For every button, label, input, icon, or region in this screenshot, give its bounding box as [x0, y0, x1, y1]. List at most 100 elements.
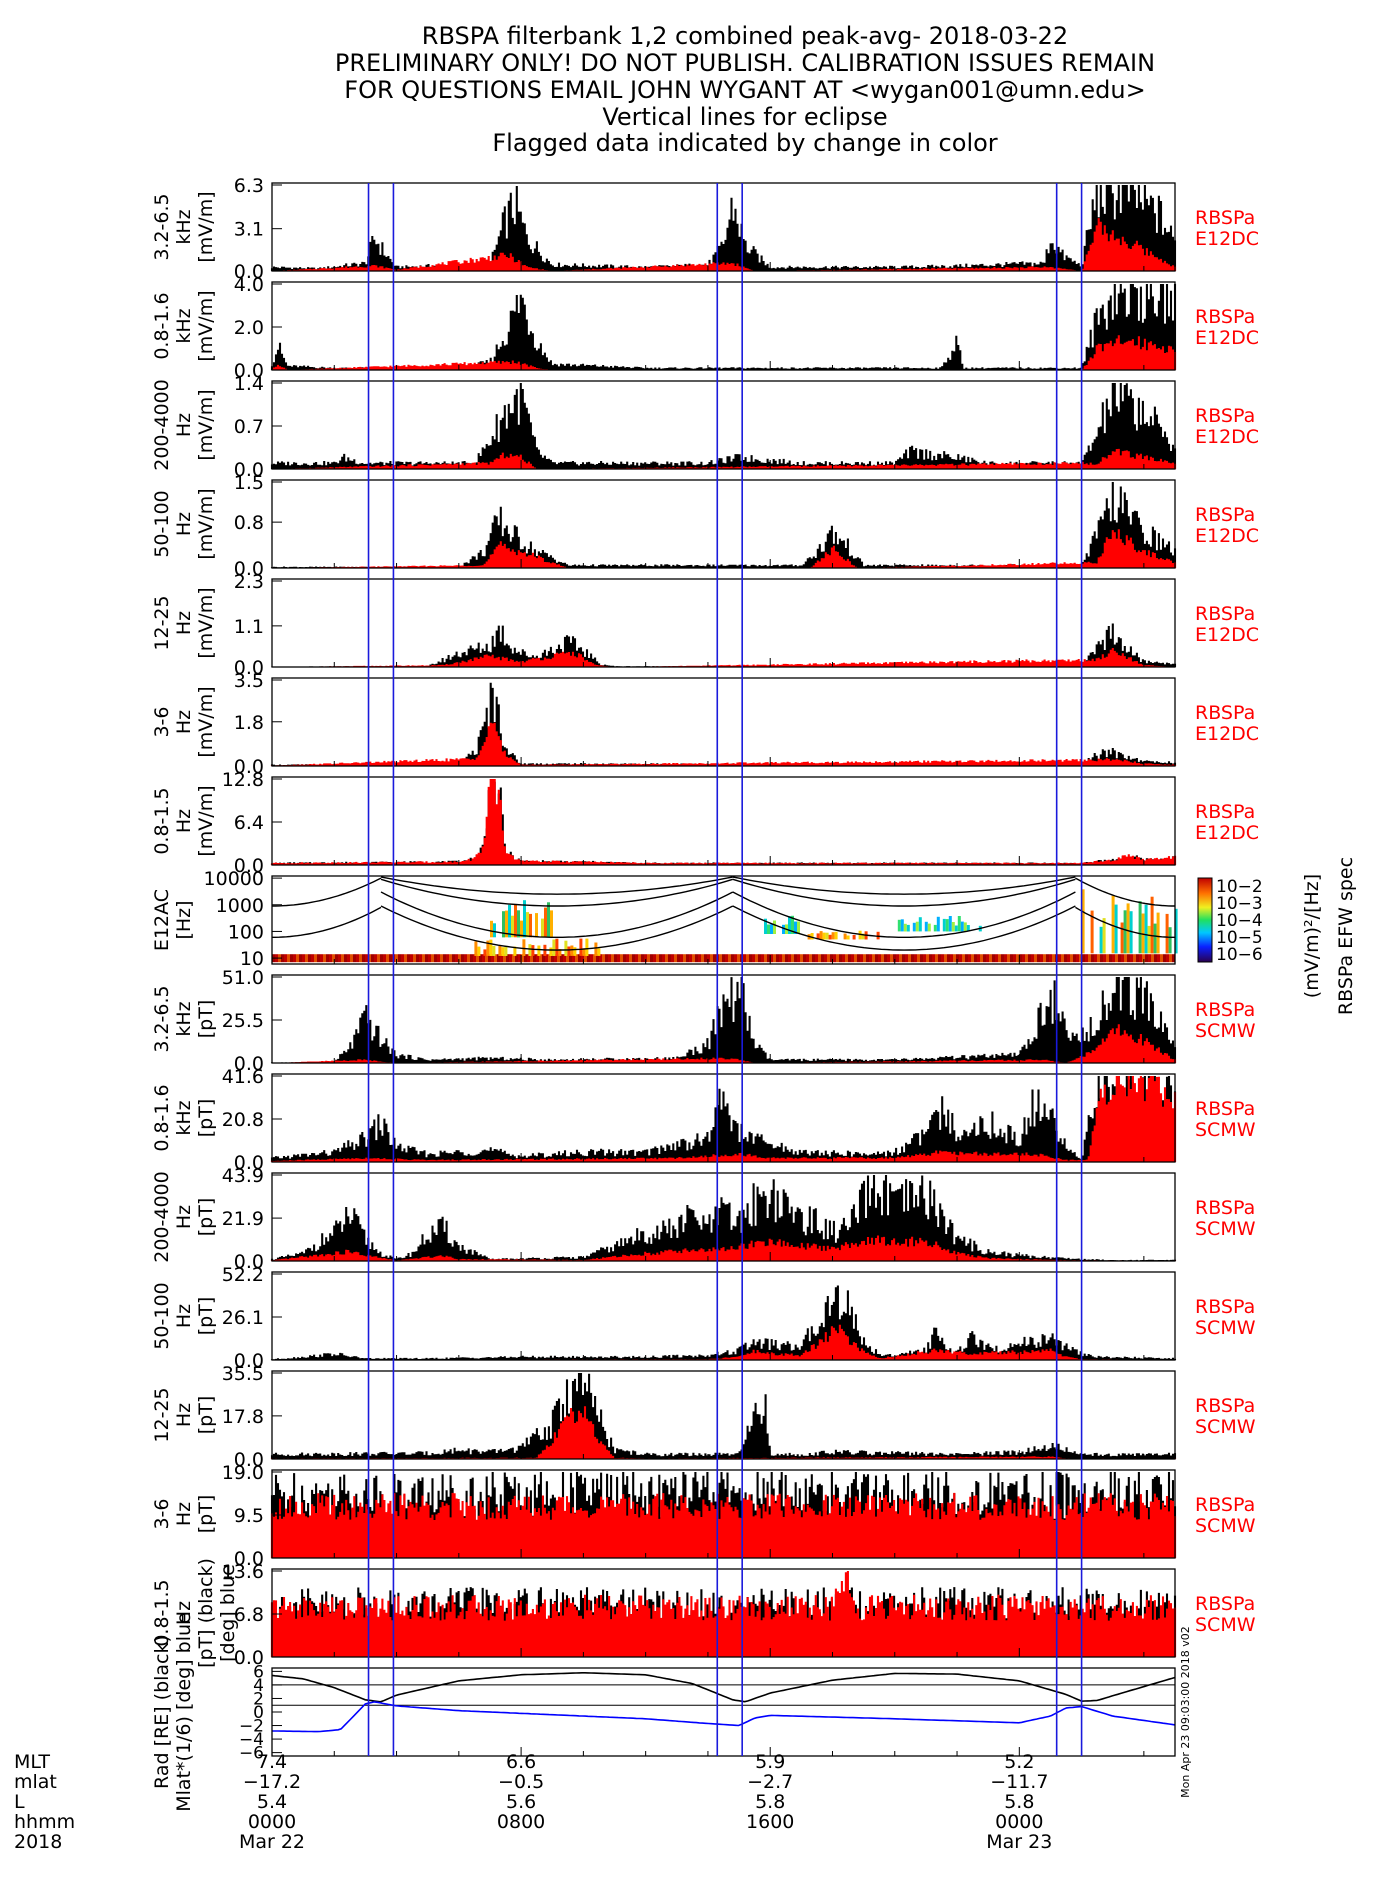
spectral-cell: [650, 954, 653, 963]
colorbar-tick-label: 10−6: [1216, 945, 1263, 965]
spectral-cell: [467, 954, 470, 963]
spectral-cell: [311, 954, 314, 963]
y-tick-label: 0.0: [234, 360, 264, 382]
spectral-cell: [504, 945, 508, 956]
spectral-cell: [951, 922, 955, 932]
spectral-cell: [1157, 954, 1160, 963]
spectral-cell: [446, 954, 449, 963]
spectral-cell: [1112, 954, 1115, 963]
x-tick-label: Mar 22: [239, 1831, 305, 1853]
spectral-cell: [638, 954, 641, 963]
spectral-cell: [531, 945, 535, 956]
spectral-cell: [549, 947, 553, 956]
spectral-cell: [815, 954, 818, 963]
spectral-cell: [963, 922, 967, 932]
tag-spacecraft: RBSPa: [1195, 1494, 1255, 1516]
tag-instrument: E12DC: [1195, 426, 1259, 448]
spectral-cell: [1079, 954, 1082, 963]
spectral-cell: [1151, 954, 1154, 963]
eclipse-markers: [367, 183, 1083, 1756]
spectral-cell: [956, 954, 959, 963]
spectral-cell: [1163, 954, 1166, 963]
spectral-cell: [791, 915, 794, 934]
spectral-cell: [502, 911, 505, 938]
spectral-cell: [514, 904, 517, 938]
y-axis-title: 0.8-1.6 kHz [mV/m]: [151, 290, 217, 361]
y-tick-label: 6.8: [234, 1604, 264, 1626]
spectral-cell: [632, 954, 635, 963]
spectral-cell: [1129, 911, 1133, 954]
tag-spacecraft: RBSPa: [1195, 405, 1255, 427]
spectral-cell: [500, 954, 503, 963]
y-axis-title: 0.8-1.5 Hz [pT] (black) [deg] blue: [151, 1558, 239, 1668]
spectral-cell: [1147, 925, 1151, 954]
spectral-cell: [674, 954, 677, 963]
spectral-cell: [585, 938, 589, 956]
spectral-cell: [995, 954, 998, 963]
spectral-cell: [326, 954, 329, 963]
spectral-cell: [746, 954, 749, 963]
y-axis-title: 12-25 Hz [mV/m]: [151, 587, 217, 658]
y-tick-label: 10: [240, 948, 264, 970]
x-tick-label: 0800: [497, 1811, 545, 1833]
y-tick-label: 100: [228, 921, 264, 943]
spectral-cell: [884, 954, 887, 963]
y-axis-title-line: 0.8-1.5: [151, 787, 173, 854]
spectral-cell: [428, 954, 431, 963]
spectral-cell: [692, 954, 695, 963]
figure-title: RBSPA filterbank 1,2 combined peak-avg- …: [335, 22, 1155, 157]
spectral-cell: [911, 954, 914, 963]
spectral-cell: [1022, 954, 1025, 963]
spectral-cell: [1025, 954, 1028, 963]
spectral-cell: [371, 954, 374, 963]
panel-frame: [271, 1469, 1176, 1559]
spectral-cell: [860, 954, 863, 963]
spectral-cell: [515, 954, 518, 963]
spectral-cell: [848, 954, 851, 963]
y-axis-title-line: kHz: [173, 308, 195, 343]
tag-spacecraft: RBSPa: [1195, 702, 1255, 724]
spectral-cell: [830, 954, 833, 963]
spectral-cell: [344, 954, 347, 963]
spectral-cell: [474, 941, 478, 956]
y-axis-title-line: kHz: [173, 209, 195, 244]
spectral-cell: [479, 954, 482, 963]
colorbar-unit-label: (mV/m)²/[Hz]: [1301, 874, 1323, 998]
spectral-cell: [395, 954, 398, 963]
spectral-cell: [881, 954, 884, 963]
panel-background: [272, 777, 1175, 865]
y-axis-title-line: [pT] (black): [195, 1558, 217, 1668]
spectral-cell: [368, 954, 371, 963]
fce-curve: [1075, 877, 1175, 907]
panel-background: [272, 1371, 1175, 1459]
spectral-cell: [1010, 954, 1013, 963]
spectral-cell: [443, 954, 446, 963]
spectral-cell: [578, 954, 581, 963]
y-axis-title-line: [pT]: [195, 1198, 217, 1237]
spectral-cell: [662, 954, 665, 963]
tag-spacecraft: RBSPa: [1195, 1395, 1255, 1417]
spectral-cell: [461, 954, 464, 963]
spectral-cell: [419, 954, 422, 963]
spectral-feature: [272, 954, 1175, 963]
y-tick-label: 25.5: [222, 1010, 264, 1032]
x-tick-label: 5.8: [755, 1791, 785, 1813]
title-line-1: RBSPA filterbank 1,2 combined peak-avg- …: [422, 22, 1068, 50]
y-tick-label: 2: [253, 1689, 264, 1709]
spectral-cell: [1174, 908, 1178, 954]
spectral-cell: [458, 954, 461, 963]
y-axis-title: 50-100 Hz [mV/m]: [151, 488, 217, 559]
spectral-cell: [489, 939, 493, 956]
y-tick-label: 19.0: [222, 1462, 264, 1484]
spectral-cell: [719, 954, 722, 963]
spectral-cell: [992, 954, 995, 963]
y-tick-label: 4: [253, 1676, 264, 1696]
spectral-cell: [695, 954, 698, 963]
spectral-cell: [917, 954, 920, 963]
